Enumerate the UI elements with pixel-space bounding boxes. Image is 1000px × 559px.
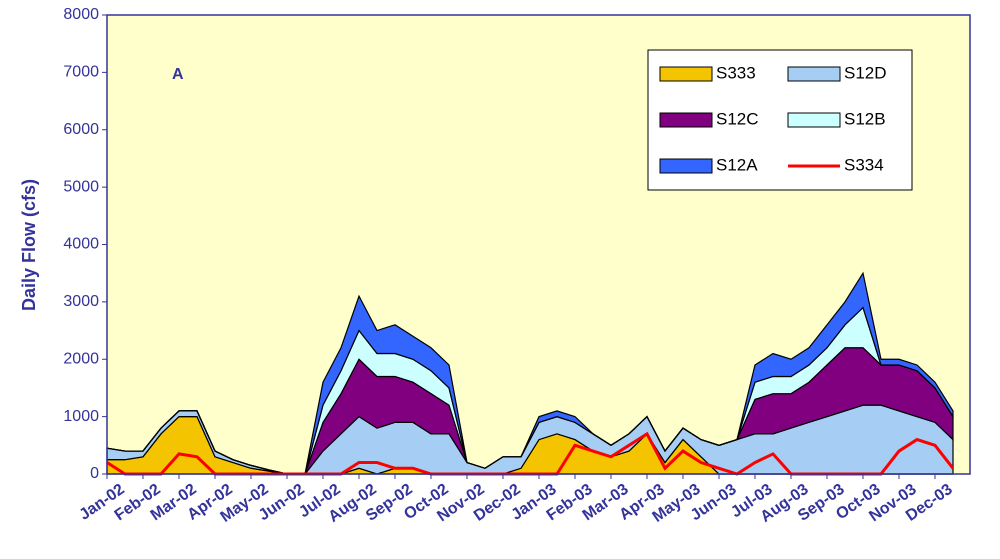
y-tick-label: 2000	[63, 350, 99, 367]
legend-label: S12C	[716, 109, 759, 128]
y-tick-label: 7000	[63, 64, 99, 81]
area	[106, 271, 954, 475]
legend-swatch	[659, 112, 713, 128]
y-tick-label: 5000	[63, 178, 99, 195]
annotation: A	[172, 66, 184, 83]
legend-swatch	[659, 66, 713, 82]
y-tick-label: 8000	[63, 6, 99, 23]
y-tick-label: 3000	[63, 293, 99, 310]
legend-label: S12B	[844, 109, 886, 128]
legend-swatch	[659, 158, 713, 174]
y-axis-label: Daily Flow (cfs)	[19, 179, 39, 311]
y-tick-label: 0	[90, 465, 99, 482]
legend-label: S12A	[716, 155, 758, 174]
legend-swatch	[787, 66, 841, 82]
y-tick-label: 4000	[63, 236, 99, 253]
y-tick-label: 1000	[63, 408, 99, 425]
legend-label: S333	[716, 63, 756, 82]
legend-label: S334	[844, 155, 884, 174]
legend-swatch	[787, 112, 841, 128]
legend-label: S12D	[844, 63, 887, 82]
y-tick-label: 6000	[63, 121, 99, 138]
